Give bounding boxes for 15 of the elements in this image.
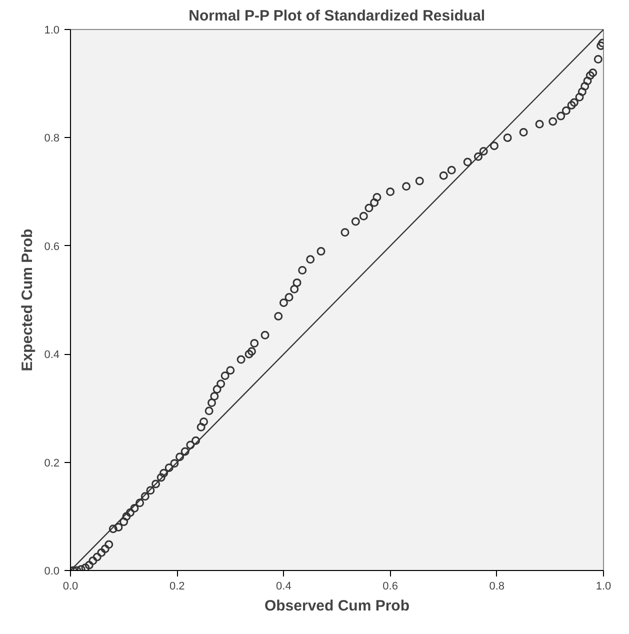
x-tick-label: 0.4 — [276, 580, 292, 592]
x-tick-label: 0.0 — [62, 580, 78, 592]
y-tick-label: 0.4 — [44, 349, 60, 362]
x-tick-label: 0.2 — [169, 580, 185, 592]
y-tick-label: 0.2 — [44, 457, 60, 470]
y-tick-label: 0.6 — [44, 240, 60, 253]
y-axis-title: Expected Cum Prob — [19, 228, 36, 372]
y-tick-label: 1.0 — [44, 24, 60, 36]
x-tick-label: 1.0 — [596, 580, 612, 592]
chart-title: Normal P-P Plot of Standardized Residual — [188, 8, 486, 24]
x-axis-title: Observed Cum Prob — [264, 598, 410, 614]
y-tick-label: 0.8 — [44, 132, 60, 145]
y-tick-label: 0.0 — [44, 566, 60, 578]
x-tick-label: 0.8 — [489, 580, 505, 592]
x-tick-label: 0.6 — [382, 580, 398, 592]
